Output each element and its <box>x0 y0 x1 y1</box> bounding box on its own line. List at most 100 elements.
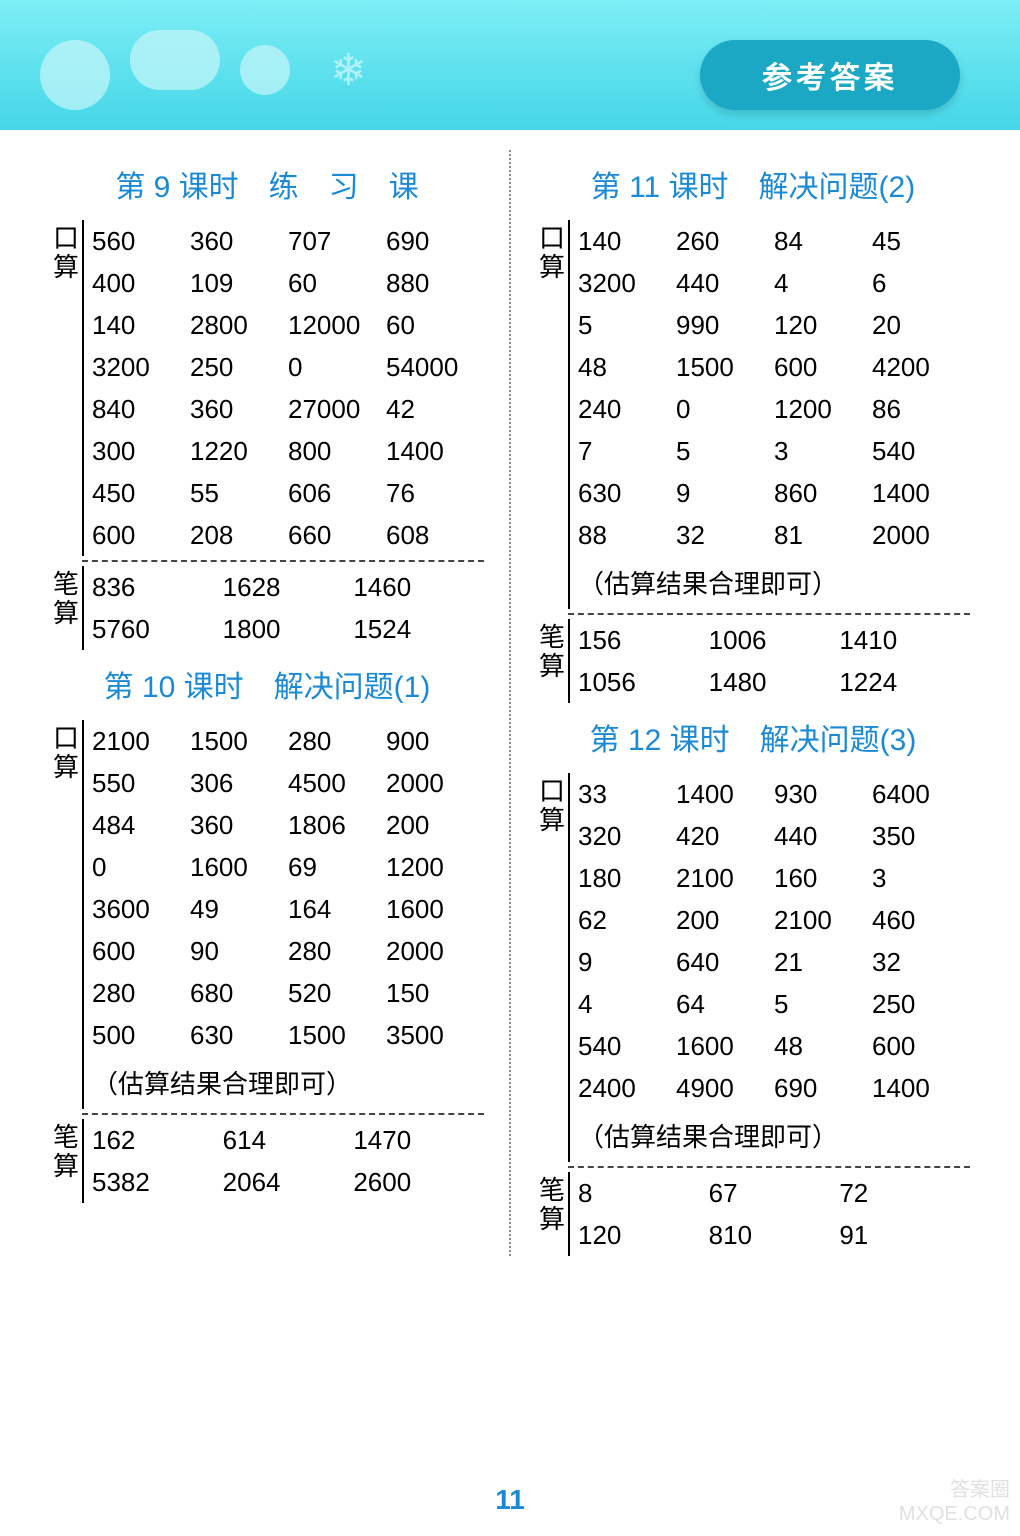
cell: 2800 <box>190 312 288 338</box>
cell: 3500 <box>386 1022 484 1048</box>
table-row: 240049006901400 <box>578 1067 970 1109</box>
table-row: 21001500280900 <box>92 720 484 762</box>
table-row: 105614801224 <box>578 661 970 703</box>
table-row: 83616281460 <box>92 566 484 608</box>
cell: 6400 <box>872 781 970 807</box>
cell: 33 <box>578 781 676 807</box>
cell: 450 <box>92 480 190 506</box>
cell: 300 <box>92 438 190 464</box>
cell: 49 <box>190 896 288 922</box>
cell: 5 <box>676 438 774 464</box>
cell: 67 <box>709 1180 840 1206</box>
table-row: 12081091 <box>578 1214 970 1256</box>
table-row: 600902802000 <box>92 930 484 972</box>
cell: 1200 <box>386 854 484 880</box>
cell: 109 <box>190 270 288 296</box>
table-row: 15610061410 <box>578 619 970 661</box>
table-row: 280680520150 <box>92 972 484 1014</box>
cell: 2100 <box>774 907 872 933</box>
table-row: 3600491641600 <box>92 888 484 930</box>
cell: 810 <box>709 1222 840 1248</box>
cell: 1460 <box>353 574 484 600</box>
cell: 3 <box>774 438 872 464</box>
cell: 162 <box>92 1127 223 1153</box>
cell: 1200 <box>774 396 872 422</box>
cell: 1628 <box>223 574 354 600</box>
cell: 2600 <box>353 1169 484 1195</box>
table-row: 86772 <box>578 1172 970 1214</box>
table-row: 63098601400 <box>578 472 970 514</box>
cell: 690 <box>774 1075 872 1101</box>
table-row: 320044046 <box>578 262 970 304</box>
cell: 120 <box>578 1222 709 1248</box>
cell: 600 <box>92 938 190 964</box>
lesson-title: 第 9 课时 练 习 课 <box>50 162 484 206</box>
cell: 69 <box>288 854 386 880</box>
watermark: 答案圈 MXQE.COM <box>899 1478 1010 1526</box>
cell: 360 <box>190 228 288 254</box>
kousuan-grid: 5603607076904001096088014028001200060320… <box>84 220 484 556</box>
cell: 32 <box>676 522 774 548</box>
bisuan-label: 笔 算 <box>536 1172 570 1256</box>
cell: 990 <box>676 312 774 338</box>
cell: 120 <box>774 312 872 338</box>
table-row: 96402132 <box>578 941 970 983</box>
lesson-title: 第 12 课时 解决问题(3) <box>536 715 970 759</box>
cell: 0 <box>92 854 190 880</box>
estimate-note: （估算结果合理即可） <box>92 1056 484 1109</box>
table-row: 4645250 <box>578 983 970 1025</box>
kousuan-grid: 2100150028090055030645002000484360180620… <box>84 720 484 1109</box>
bisuan-block: 笔 算 1626141470538220642600 <box>50 1119 484 1203</box>
table-row: 4843601806200 <box>92 804 484 846</box>
cell: 3600 <box>92 896 190 922</box>
table-row: 1626141470 <box>92 1119 484 1161</box>
separator <box>82 560 484 562</box>
table-row: 600208660608 <box>92 514 484 556</box>
cell: 860 <box>774 480 872 506</box>
cell: 62 <box>578 907 676 933</box>
table-row: 2400120086 <box>578 388 970 430</box>
cell: 484 <box>92 812 190 838</box>
cell: 306 <box>190 770 288 796</box>
cell: 21 <box>774 949 872 975</box>
cell: 630 <box>190 1022 288 1048</box>
cell: 800 <box>288 438 386 464</box>
cell: 9 <box>578 949 676 975</box>
cell: 1410 <box>839 627 970 653</box>
cell: 140 <box>578 228 676 254</box>
table-row: 576018001524 <box>92 608 484 650</box>
table-row: 50063015003500 <box>92 1014 484 1056</box>
cell: 20 <box>872 312 970 338</box>
cell: 900 <box>386 728 484 754</box>
cell: 4 <box>774 270 872 296</box>
bisuan-grid: 8677212081091 <box>570 1172 970 1256</box>
table-row: 599012020 <box>578 304 970 346</box>
cell: 1470 <box>353 1127 484 1153</box>
cell: 1400 <box>872 480 970 506</box>
cell: 60 <box>386 312 484 338</box>
cell: 400 <box>92 270 190 296</box>
page-header: ❄ 参考答案 <box>0 0 1020 130</box>
cell: 1400 <box>872 1075 970 1101</box>
cell: 5760 <box>92 616 223 642</box>
separator <box>568 613 970 615</box>
cell: 320 <box>578 823 676 849</box>
rain-icon <box>240 45 290 95</box>
cell: 91 <box>839 1222 970 1248</box>
bisuan-block: 笔 算 83616281460576018001524 <box>50 566 484 650</box>
bisuan-grid: 15610061410105614801224 <box>570 619 970 703</box>
cell: 5 <box>774 991 872 1017</box>
cell: 280 <box>288 938 386 964</box>
cell: 1500 <box>288 1022 386 1048</box>
kousuan-label: 口 算 <box>50 720 84 1109</box>
cell: 1480 <box>709 669 840 695</box>
table-row: 560360707690 <box>92 220 484 262</box>
cell: 2000 <box>872 522 970 548</box>
cell: 45 <box>872 228 970 254</box>
cell: 48 <box>578 354 676 380</box>
cell: 0 <box>676 396 774 422</box>
cell: 164 <box>288 896 386 922</box>
cell: 240 <box>578 396 676 422</box>
cell: 600 <box>872 1033 970 1059</box>
kousuan-label: 口 算 <box>536 220 570 609</box>
